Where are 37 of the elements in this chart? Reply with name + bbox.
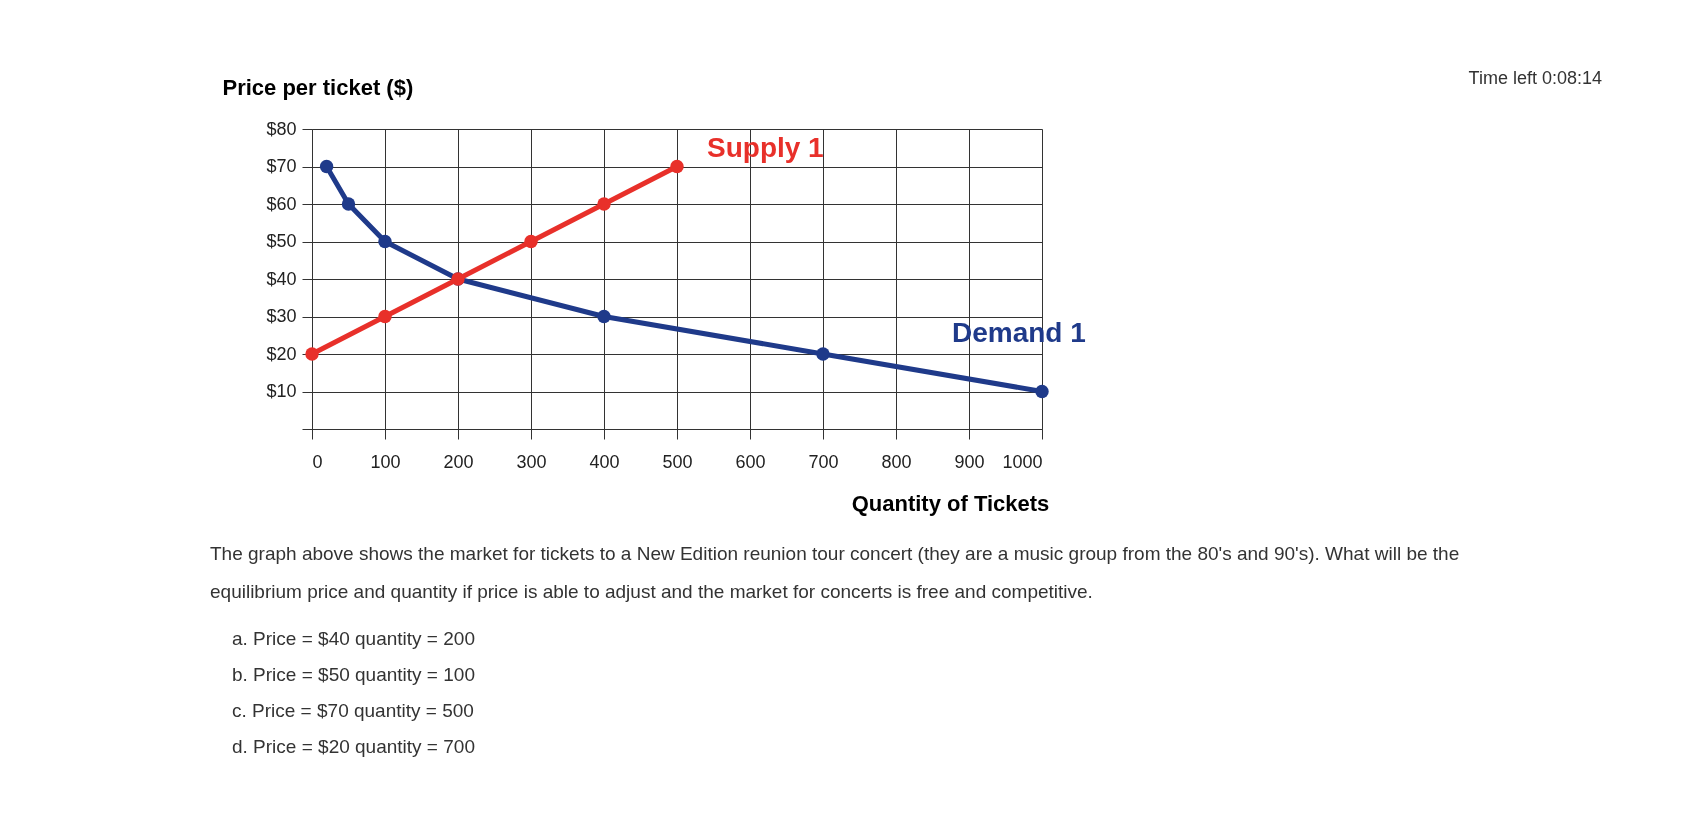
text: b. Price = $50 quantity = 100 [232,664,475,685]
y-tick-label: $50 [266,231,297,251]
x-tick-label: 0 [312,451,323,472]
x-tick-label: 400 [589,451,620,472]
y-tick-label: $40 [266,268,297,289]
point [670,159,684,174]
point [1035,384,1049,399]
point [816,347,830,361]
y-tick-label: $80 [266,118,297,139]
y-tick-label: $60 [266,193,297,214]
text: c. Price = $70 quantity = 500 [232,700,474,721]
point [524,234,538,249]
y-tick-label: $20 [266,343,297,364]
text: Time left 0:08:14 [1468,68,1602,88]
x-tick-label: 700 [808,451,839,472]
y-tick-label: $10 [266,381,297,401]
text: d. Price = $20 quantity = 700 [232,736,475,757]
text: The graph above shows the market for tickets to a New Edition reunion tour concert (they are a music group from the 80's and 90's). What will be the equilibrium price and quantity if price is able to adjust and the market for concerts is free and competitive. [210,543,1460,602]
y-tick-label: $70 [266,156,297,176]
point [319,159,334,174]
x-tick-label: 500 [662,451,693,472]
x-tick-label: 800 [881,451,912,472]
x-tick-label: 300 [516,451,547,472]
x-tick-label: 600 [735,451,766,472]
text: a. Price = $40 quantity = 200 [232,628,475,649]
y-tick-label: $30 [266,306,297,326]
point [597,309,611,324]
x-tick-label: 1000 [1002,451,1043,472]
x-tick-label: 200 [443,451,474,472]
x-axis-title: Quantity of Tickets [851,490,1050,516]
point [341,197,356,211]
point [378,309,392,324]
x-tick-label: 900 [954,451,985,472]
point [597,197,611,211]
y-axis-title: Price per ticket ($) [222,74,414,100]
x-tick-label: 100 [370,451,401,472]
point [378,234,392,249]
